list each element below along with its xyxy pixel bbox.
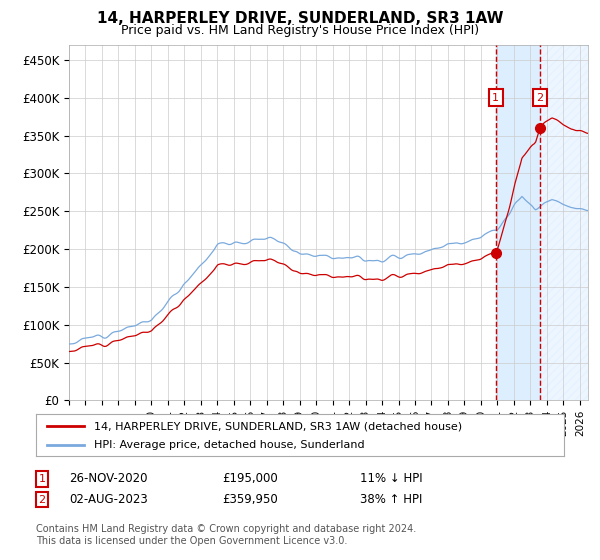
14, HARPERLEY DRIVE, SUNDERLAND, SR3 1AW (detached house) [65,348,73,355]
Line: 14, HARPERLEY DRIVE, SUNDERLAND, SR3 1AW (detached house): 14, HARPERLEY DRIVE, SUNDERLAND, SR3 1AW… [69,118,588,352]
Text: Price paid vs. HM Land Registry's House Price Index (HPI): Price paid vs. HM Land Registry's House … [121,24,479,36]
14, HARPERLEY DRIVE, SUNDERLAND, SR3 1AW (detached house) [561,122,568,129]
HPI: Average price, detached house, Sunderland: (2.03e+03, 2.51e+05): Average price, detached house, Sunderlan… [584,207,592,214]
HPI: Average price, detached house, Sunderland: (2.01e+03, 1.9e+05): Average price, detached house, Sunderlan… [386,253,394,260]
Text: 11% ↓ HPI: 11% ↓ HPI [360,472,422,486]
14, HARPERLEY DRIVE, SUNDERLAND, SR3 1AW (detached house) [271,257,278,264]
Bar [540,45,596,400]
HPI: Average price, detached house, Sunderland: (2.01e+03, 1.9e+05): Average price, detached house, Sunderlan… [352,253,359,260]
Text: 14, HARPERLEY DRIVE, SUNDERLAND, SR3 1AW (detached house): 14, HARPERLEY DRIVE, SUNDERLAND, SR3 1AW… [94,421,462,431]
Text: 1: 1 [38,474,46,484]
HPI: Average price, detached house, Sunderland: (2e+03, 8.24e+04): Average price, detached house, Sunderlan… [82,335,89,342]
Text: £195,000: £195,000 [222,472,278,486]
Text: HPI: Average price, detached house, Sunderland: HPI: Average price, detached house, Sund… [94,440,365,450]
HPI: Average price, detached house, Sunderland: (2e+03, 7.45e+04): Average price, detached house, Sunderlan… [65,340,73,347]
Text: 26-NOV-2020: 26-NOV-2020 [69,472,148,486]
Text: 38% ↑ HPI: 38% ↑ HPI [360,493,422,506]
HPI: Average price, detached house, Sunderland: (2.03e+03, 2.58e+05): Average price, detached house, Sunderlan… [561,202,568,208]
14, HARPERLEY DRIVE, SUNDERLAND, SR3 1AW (detached house) [584,130,592,137]
Text: Contains HM Land Registry data © Crown copyright and database right 2024.
This d: Contains HM Land Registry data © Crown c… [36,524,416,546]
Text: 1: 1 [492,93,499,103]
Text: 02-AUG-2023: 02-AUG-2023 [69,493,148,506]
HPI: Average price, detached house, Sunderland: (2.01e+03, 2.13e+05): Average price, detached house, Sunderlan… [271,236,278,242]
Line: HPI: Average price, detached house, Sunderland: HPI: Average price, detached house, Sund… [69,197,588,344]
14, HARPERLEY DRIVE, SUNDERLAND, SR3 1AW (detached house) [548,115,556,122]
Text: 14, HARPERLEY DRIVE, SUNDERLAND, SR3 1AW: 14, HARPERLEY DRIVE, SUNDERLAND, SR3 1AW [97,11,503,26]
Bar [496,45,540,400]
14, HARPERLEY DRIVE, SUNDERLAND, SR3 1AW (detached house) [82,343,89,349]
Text: 2: 2 [38,494,46,505]
HPI: Average price, detached house, Sunderland: (2.02e+03, 2.7e+05): Average price, detached house, Sunderlan… [518,193,526,200]
14, HARPERLEY DRIVE, SUNDERLAND, SR3 1AW (detached house) [566,125,574,132]
Text: £359,950: £359,950 [222,493,278,506]
14, HARPERLEY DRIVE, SUNDERLAND, SR3 1AW (detached house) [386,273,394,279]
14, HARPERLEY DRIVE, SUNDERLAND, SR3 1AW (detached house) [352,272,359,279]
Text: 2: 2 [536,93,544,103]
HPI: Average price, detached house, Sunderland: (2.03e+03, 2.56e+05): Average price, detached house, Sunderlan… [566,204,574,211]
